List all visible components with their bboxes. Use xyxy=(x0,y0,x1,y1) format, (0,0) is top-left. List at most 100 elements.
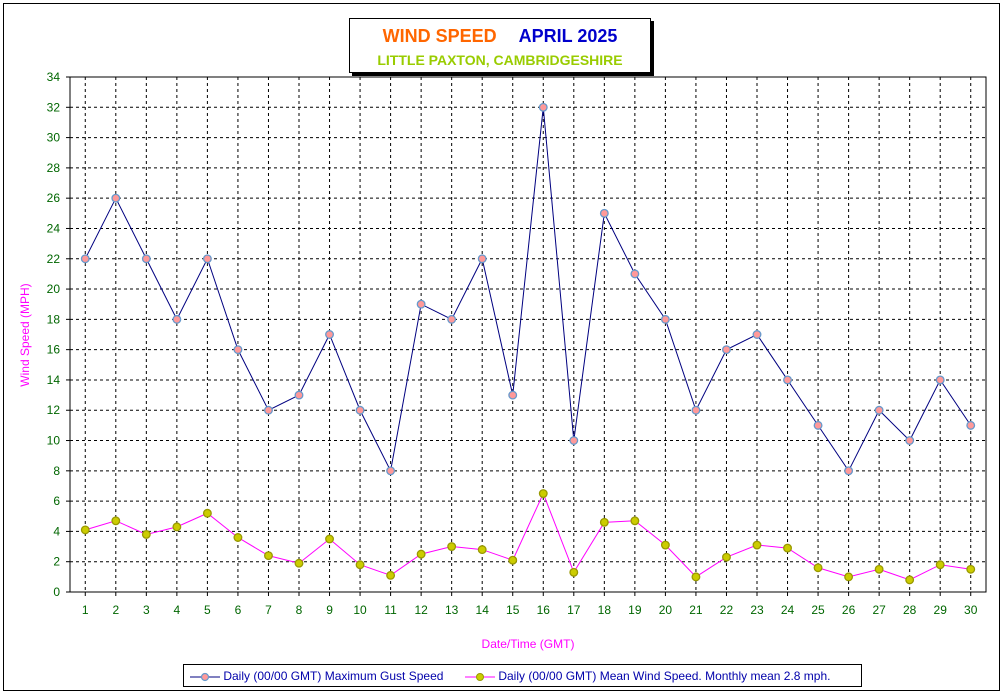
data-point-mean xyxy=(264,551,273,561)
x-tick-label: 8 xyxy=(296,603,303,617)
data-point-gust xyxy=(416,299,426,309)
y-tick-label: 28 xyxy=(47,161,61,175)
data-point-mean xyxy=(599,517,609,527)
x-tick-label: 25 xyxy=(811,603,825,617)
x-tick-label: 28 xyxy=(903,603,917,617)
data-point-mean xyxy=(813,563,823,573)
data-point-mean xyxy=(538,489,548,498)
x-tick-label: 14 xyxy=(476,603,490,617)
x-axis-title: Date/Time (GMT) xyxy=(482,637,575,651)
series xyxy=(80,102,976,585)
y-tick-label: 24 xyxy=(47,221,61,235)
data-point-mean xyxy=(691,572,701,582)
legend-item-gust: Daily (00/00 GMT) Maximum Gust Speed xyxy=(190,669,443,683)
x-tick-label: 19 xyxy=(628,603,642,617)
data-point-mean xyxy=(386,570,396,580)
x-tick-label: 12 xyxy=(414,603,428,617)
data-point-mean xyxy=(844,572,854,582)
data-point-mean xyxy=(80,525,90,535)
y-tick-label: 6 xyxy=(53,494,60,508)
data-point-mean xyxy=(935,560,945,570)
data-point-mean xyxy=(630,516,640,526)
data-point-mean xyxy=(416,549,426,559)
legend-item-mean: Daily (00/00 GMT) Mean Wind Speed. Month… xyxy=(465,669,831,683)
y-tick-label: 12 xyxy=(47,403,61,417)
data-point-mean xyxy=(966,564,976,574)
data-point-gust xyxy=(966,420,976,430)
legend: Daily (00/00 GMT) Maximum Gust Speed Dai… xyxy=(183,664,862,687)
data-point-gust xyxy=(508,390,518,400)
data-point-mean xyxy=(752,540,762,550)
data-point-gust xyxy=(569,436,579,445)
x-tick-label: 24 xyxy=(781,603,795,617)
data-point-gust xyxy=(294,390,304,400)
data-point-gust xyxy=(264,405,273,415)
data-point-mean xyxy=(141,529,151,539)
y-tick-label: 14 xyxy=(47,373,61,387)
data-point-mean xyxy=(569,567,579,577)
data-point-mean xyxy=(111,516,121,526)
y-tick-label: 22 xyxy=(47,252,61,266)
y-axis-title: Wind Speed (MPH) xyxy=(18,283,32,386)
x-tick-label: 1 xyxy=(82,603,89,617)
x-tick-label: 27 xyxy=(872,603,886,617)
chart-frame xyxy=(3,3,1000,691)
x-tick-label: 4 xyxy=(174,603,181,617)
x-tick-label: 20 xyxy=(659,603,673,617)
y-tick-label: 4 xyxy=(53,524,60,538)
data-point-gust xyxy=(141,254,151,264)
x-tick-label: 18 xyxy=(598,603,612,617)
x-tick-label: 3 xyxy=(143,603,150,617)
data-point-gust xyxy=(447,314,457,324)
x-tick-label: 26 xyxy=(842,603,856,617)
data-point-gust xyxy=(874,405,884,415)
plot-area-border xyxy=(69,76,987,593)
data-point-gust xyxy=(386,466,396,476)
x-tick-label: 2 xyxy=(112,603,119,617)
data-point-mean xyxy=(447,542,457,552)
x-tick-label: 23 xyxy=(750,603,764,617)
data-point-gust xyxy=(813,420,823,430)
data-point-gust xyxy=(599,208,609,218)
x-tick-label: 9 xyxy=(326,603,333,617)
x-tick-label: 6 xyxy=(235,603,242,617)
data-point-gust xyxy=(905,436,915,445)
data-point-mean xyxy=(905,575,915,585)
data-point-gust xyxy=(538,102,548,112)
data-point-gust xyxy=(80,254,90,264)
data-point-mean xyxy=(233,533,243,542)
x-tick-label: 16 xyxy=(537,603,551,617)
x-tick-label: 21 xyxy=(689,603,703,617)
data-point-gust xyxy=(111,193,121,203)
data-point-mean xyxy=(172,522,182,532)
x-tick-label: 7 xyxy=(265,603,272,617)
data-point-gust xyxy=(691,405,701,415)
data-point-mean xyxy=(325,534,334,544)
data-point-gust xyxy=(844,466,854,476)
chart-title: WIND SPEED xyxy=(382,26,497,46)
data-point-gust xyxy=(722,345,731,355)
x-tick-label: 10 xyxy=(353,603,367,617)
y-tick-label: 10 xyxy=(47,434,61,448)
y-tick-label: 2 xyxy=(53,555,60,569)
y-tick-label: 30 xyxy=(47,131,61,145)
y-tick-label: 0 xyxy=(53,585,60,599)
chart-period: APRIL 2025 xyxy=(518,26,618,46)
data-point-gust xyxy=(630,269,640,279)
data-point-mean xyxy=(508,555,518,565)
data-point-mean xyxy=(477,545,487,555)
data-point-mean xyxy=(355,560,365,570)
data-point-gust xyxy=(202,254,212,264)
y-tick-label: 8 xyxy=(53,464,60,478)
data-point-gust xyxy=(355,405,365,415)
data-point-gust xyxy=(935,375,945,385)
legend-label-mean: Daily (00/00 GMT) Mean Wind Speed. Month… xyxy=(498,669,831,683)
x-tick-label: 5 xyxy=(204,603,211,617)
grid xyxy=(70,76,986,592)
data-point-mean xyxy=(783,543,792,553)
data-point-gust xyxy=(783,375,792,385)
legend-mean-marker xyxy=(465,672,495,681)
data-point-mean xyxy=(660,540,670,550)
x-tick-label: 29 xyxy=(934,603,948,617)
